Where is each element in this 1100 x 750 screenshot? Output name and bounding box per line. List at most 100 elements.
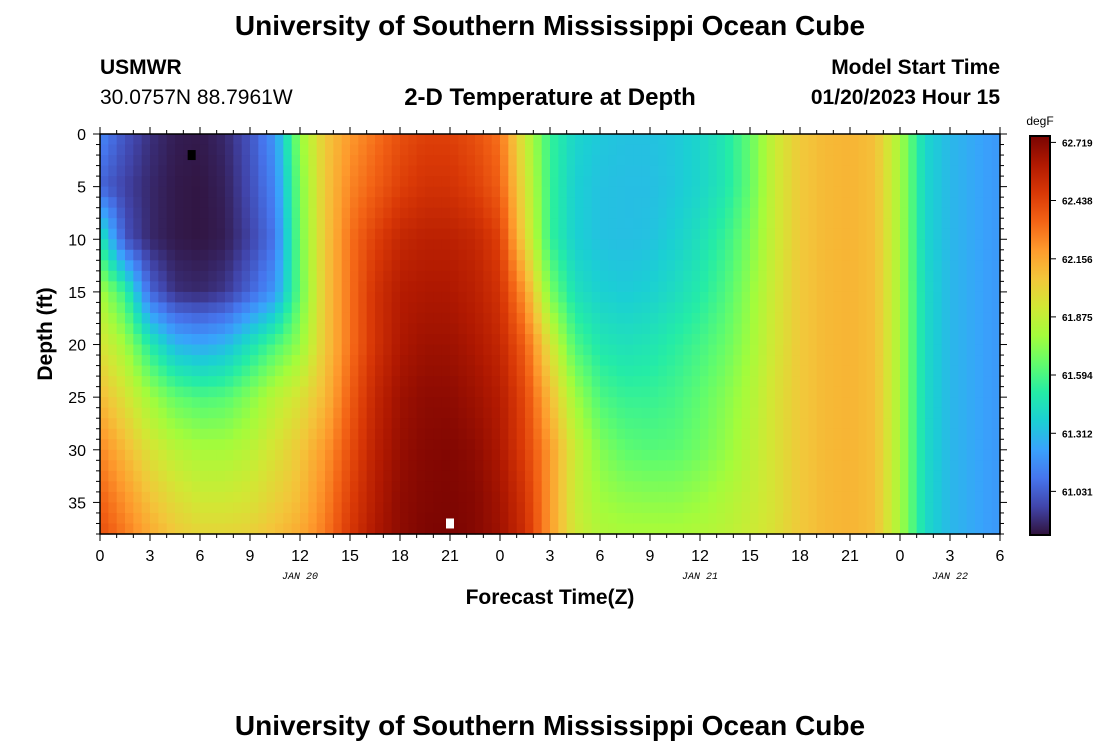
heatmap-cell bbox=[141, 144, 151, 156]
heatmap-cell bbox=[233, 523, 243, 535]
heatmap-cell bbox=[683, 386, 693, 398]
heatmap-cell bbox=[766, 260, 776, 272]
heatmap-cell bbox=[816, 144, 826, 156]
max-temperature-marker bbox=[446, 518, 454, 529]
heatmap-cell bbox=[608, 165, 618, 177]
heatmap-cell bbox=[108, 260, 118, 272]
heatmap-cell bbox=[775, 491, 784, 504]
heatmap-cell bbox=[150, 439, 159, 451]
heatmap-cell bbox=[941, 291, 951, 304]
heatmap-cell bbox=[975, 270, 984, 282]
heatmap-cell bbox=[458, 334, 468, 346]
heatmap-cell bbox=[675, 418, 684, 430]
heatmap-cell bbox=[658, 218, 668, 230]
heatmap-cell bbox=[483, 334, 493, 346]
heatmap-cell bbox=[608, 502, 618, 514]
heatmap-cell bbox=[500, 155, 509, 167]
heatmap-cell bbox=[725, 144, 734, 156]
heatmap-cell bbox=[250, 207, 259, 219]
heatmap-cell bbox=[858, 155, 868, 167]
heatmap-cell bbox=[516, 334, 526, 346]
heatmap-cell bbox=[433, 397, 443, 409]
heatmap-cell bbox=[875, 460, 884, 472]
heatmap-cell bbox=[966, 218, 976, 230]
heatmap-cell bbox=[591, 207, 601, 219]
heatmap-cell bbox=[575, 228, 584, 240]
heatmap-cell bbox=[300, 365, 309, 377]
heatmap-cell bbox=[308, 144, 318, 156]
heatmap-cell bbox=[358, 407, 368, 419]
heatmap-cell bbox=[841, 176, 851, 188]
heatmap-cell bbox=[441, 481, 451, 493]
heatmap-cell bbox=[133, 355, 143, 367]
heatmap-cell bbox=[166, 334, 176, 346]
heatmap-cell bbox=[416, 155, 426, 167]
heatmap-cell bbox=[575, 397, 584, 409]
heatmap-cell bbox=[175, 407, 184, 419]
heatmap-cell bbox=[933, 323, 943, 335]
heatmap-cell bbox=[683, 523, 693, 535]
heatmap-cell bbox=[316, 523, 326, 535]
heatmap-cell bbox=[908, 134, 918, 146]
heatmap-cell bbox=[658, 376, 668, 388]
heatmap-cell bbox=[916, 481, 926, 493]
heatmap-cell bbox=[525, 228, 534, 240]
heatmap-cell bbox=[500, 449, 509, 461]
heatmap-cell bbox=[775, 207, 784, 219]
heatmap-cell bbox=[633, 344, 643, 356]
heatmap-cell bbox=[700, 176, 709, 188]
heatmap-cell bbox=[200, 418, 209, 430]
heatmap-cell bbox=[358, 386, 368, 398]
heatmap-cell bbox=[483, 365, 493, 377]
heatmap-cell bbox=[100, 291, 109, 304]
heatmap-cell bbox=[600, 228, 609, 240]
heatmap-cell bbox=[700, 523, 709, 535]
heatmap-cell bbox=[408, 491, 418, 504]
heatmap-cell bbox=[466, 134, 476, 146]
heatmap-cell bbox=[958, 186, 968, 198]
heatmap-cell bbox=[550, 312, 559, 325]
heatmap-cell bbox=[216, 281, 226, 293]
heatmap-cell bbox=[450, 407, 459, 419]
heatmap-cell bbox=[500, 281, 509, 293]
heatmap-cell bbox=[375, 502, 384, 514]
heatmap-cell bbox=[691, 291, 701, 304]
heatmap-cell bbox=[833, 386, 843, 398]
heatmap-cell bbox=[608, 323, 618, 335]
heatmap-cell bbox=[108, 355, 118, 367]
heatmap-cell bbox=[166, 270, 176, 282]
heatmap-cell bbox=[391, 312, 401, 325]
heatmap-cell bbox=[175, 355, 184, 367]
heatmap-cell bbox=[425, 155, 434, 167]
heatmap-cell bbox=[633, 260, 643, 272]
heatmap-cell bbox=[916, 197, 926, 209]
heatmap-cell bbox=[925, 165, 934, 177]
heatmap-cell bbox=[300, 428, 309, 440]
heatmap-cell bbox=[141, 439, 151, 451]
heatmap-cell bbox=[583, 334, 593, 346]
heatmap-cell bbox=[583, 460, 593, 472]
heatmap-cell bbox=[466, 186, 476, 198]
heatmap-cell bbox=[750, 365, 759, 377]
heatmap-cell bbox=[508, 228, 518, 240]
heatmap-cell bbox=[750, 523, 759, 535]
heatmap-cell bbox=[500, 291, 509, 304]
heatmap-cell bbox=[733, 312, 743, 325]
heatmap-cell bbox=[375, 365, 384, 377]
heatmap-cell bbox=[908, 218, 918, 230]
heatmap-cell bbox=[108, 502, 118, 514]
heatmap-cell bbox=[725, 323, 734, 335]
heatmap-cell bbox=[816, 186, 826, 198]
heatmap-cell bbox=[641, 397, 651, 409]
heatmap-cell bbox=[416, 228, 426, 240]
heatmap-cell bbox=[216, 418, 226, 430]
heatmap-cell bbox=[433, 428, 443, 440]
heatmap-cell bbox=[825, 428, 834, 440]
heatmap-cell bbox=[100, 512, 109, 525]
heatmap-cell bbox=[800, 134, 809, 146]
heatmap-cell bbox=[633, 491, 643, 504]
x-tick-label: 15 bbox=[741, 548, 759, 565]
heatmap-cell bbox=[450, 218, 459, 230]
heatmap-cell bbox=[900, 491, 909, 504]
heatmap-cell bbox=[266, 365, 276, 377]
